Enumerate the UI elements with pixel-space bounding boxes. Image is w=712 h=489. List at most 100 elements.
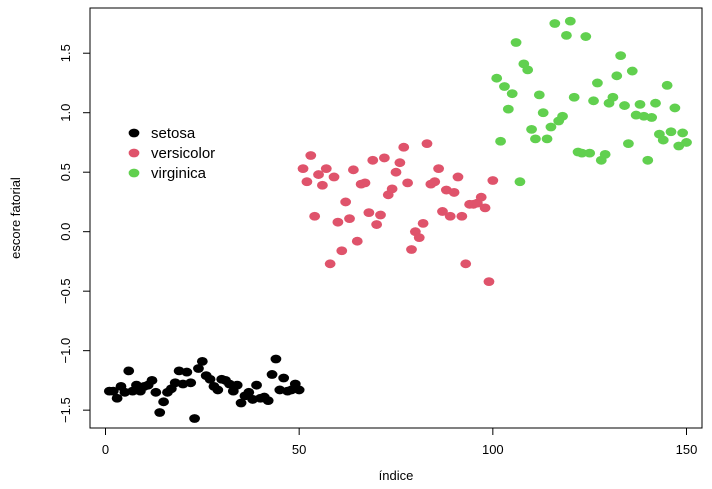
virginica-point bbox=[599, 149, 611, 159]
versicolor-point bbox=[402, 178, 414, 188]
x-tick-label: 100 bbox=[482, 442, 504, 457]
y-tick-label: 1.0 bbox=[58, 104, 73, 122]
versicolor-point bbox=[363, 208, 375, 218]
legend-label-versicolor: versicolor bbox=[151, 145, 215, 162]
virginica-point bbox=[495, 136, 506, 146]
y-tick-label: 0.0 bbox=[58, 223, 73, 241]
virginica-point bbox=[530, 134, 541, 144]
virginica-point bbox=[626, 66, 638, 76]
y-tick-label: −0.5 bbox=[58, 278, 73, 304]
y-axis: −1.5 −1.0 −0.5 0.0 0.5 1.0 1.5 bbox=[58, 44, 91, 423]
setosa-point bbox=[146, 376, 158, 385]
versicolor-point bbox=[429, 177, 441, 187]
versicolor-point bbox=[444, 211, 456, 221]
virginica-point bbox=[526, 124, 537, 134]
virginica-point bbox=[634, 99, 646, 109]
versicolor-point bbox=[324, 259, 336, 269]
setosa-point bbox=[212, 385, 224, 395]
versicolor-point bbox=[359, 178, 371, 188]
setosa-point bbox=[107, 386, 119, 396]
setosa-point bbox=[193, 364, 204, 373]
versicolor-point bbox=[344, 214, 355, 223]
versicolor-point bbox=[456, 211, 468, 221]
virginica-point bbox=[642, 155, 654, 165]
y-tick-label: 0.5 bbox=[58, 163, 73, 181]
versicolor-point bbox=[347, 165, 359, 175]
virginica-point bbox=[576, 148, 588, 158]
setosa-point bbox=[231, 380, 243, 390]
virginica-point bbox=[533, 90, 545, 100]
setosa-point bbox=[251, 380, 262, 390]
setosa-point bbox=[266, 370, 278, 379]
virginica-point bbox=[557, 111, 568, 121]
versicolor-point bbox=[475, 192, 487, 202]
versicolor-point bbox=[413, 233, 425, 243]
versicolor-point bbox=[398, 142, 410, 152]
versicolor-point bbox=[483, 277, 495, 287]
versicolor-point bbox=[448, 188, 460, 197]
virginica-point bbox=[541, 134, 553, 144]
x-axis: 0 50 100 150 bbox=[102, 427, 698, 457]
y-tick-label: −1.0 bbox=[58, 338, 73, 364]
setosa-point bbox=[111, 393, 123, 403]
versicolor-point bbox=[406, 245, 417, 254]
virginica-point bbox=[592, 78, 603, 88]
versicolor-point bbox=[386, 184, 398, 194]
setosa-point bbox=[196, 356, 208, 366]
setosa-point bbox=[123, 366, 135, 376]
setosa-point bbox=[235, 398, 247, 408]
setosa-point bbox=[150, 387, 162, 397]
virginica-point bbox=[619, 101, 630, 110]
versicolor-point bbox=[305, 151, 317, 160]
virginica-point bbox=[611, 71, 623, 81]
x-axis-title: índice bbox=[379, 468, 414, 483]
setosa-point bbox=[270, 354, 282, 364]
virginica-point bbox=[564, 16, 576, 26]
virginica-point bbox=[607, 92, 619, 102]
virginica-point bbox=[681, 138, 692, 147]
virginica-point bbox=[661, 80, 673, 90]
versicolor-point bbox=[328, 172, 340, 182]
setosa-point bbox=[158, 397, 169, 407]
virginica-point bbox=[677, 128, 689, 138]
versicolor-point bbox=[297, 164, 309, 174]
versicolor-point bbox=[378, 153, 390, 163]
legend-marker-virginica bbox=[128, 168, 140, 178]
virginica-point bbox=[499, 82, 510, 91]
versicolor-point bbox=[309, 211, 321, 221]
virginica-point bbox=[657, 135, 669, 145]
virginica-point bbox=[584, 148, 596, 158]
setosa-point bbox=[185, 378, 197, 388]
versicolor-point bbox=[320, 164, 332, 174]
versicolor-point bbox=[336, 246, 348, 256]
y-tick-label: 1.5 bbox=[58, 44, 73, 62]
virginica-point bbox=[514, 177, 526, 187]
virginica-point bbox=[506, 89, 518, 99]
x-tick-label: 150 bbox=[676, 442, 698, 457]
setosa-point bbox=[154, 408, 166, 417]
virginica-point bbox=[650, 98, 661, 108]
legend: setosa versicolor virginica bbox=[128, 125, 215, 182]
versicolor-point bbox=[371, 220, 383, 229]
virginica-point bbox=[669, 103, 681, 113]
virginica-point bbox=[510, 38, 522, 47]
versicolor-point bbox=[421, 139, 433, 149]
virginica-point bbox=[549, 19, 561, 28]
setosa-point bbox=[243, 387, 255, 397]
versicolor-point bbox=[340, 197, 352, 207]
legend-label-virginica: virginica bbox=[151, 165, 207, 182]
virginica-point bbox=[537, 108, 549, 118]
setosa-point bbox=[278, 373, 290, 383]
y-axis-title: escore fatorial bbox=[8, 177, 23, 259]
legend-label-setosa: setosa bbox=[151, 125, 196, 142]
versicolor-point bbox=[479, 203, 491, 213]
versicolor-point bbox=[394, 158, 406, 168]
setosa-point bbox=[189, 414, 200, 423]
versicolor-point bbox=[390, 167, 402, 177]
virginica-point bbox=[561, 30, 572, 40]
virginica-point bbox=[588, 96, 599, 106]
versicolor-point bbox=[351, 236, 363, 246]
plot-frame bbox=[89, 7, 703, 429]
virginica-point bbox=[615, 51, 627, 60]
x-tick-label: 0 bbox=[102, 442, 109, 457]
